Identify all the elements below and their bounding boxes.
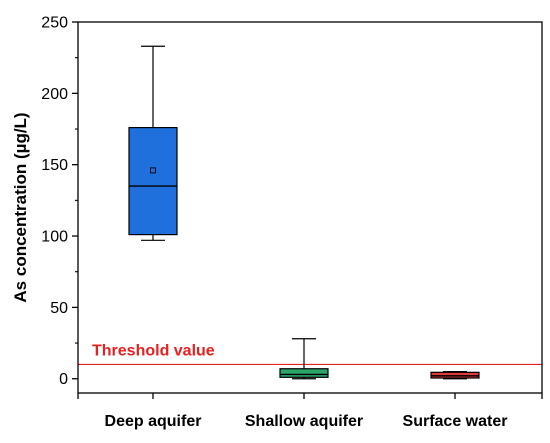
reference-layer: Threshold value bbox=[78, 342, 542, 366]
mean-marker bbox=[150, 167, 156, 174]
boxes-layer bbox=[128, 45, 480, 380]
plot-frame bbox=[77, 21, 543, 394]
threshold-label: Threshold value bbox=[92, 342, 215, 359]
y-tick-label: 200 bbox=[41, 86, 68, 103]
y-tick-label: 50 bbox=[50, 300, 68, 317]
y-tick-label: 150 bbox=[41, 157, 68, 174]
x-tick-label: Shallow aquifer bbox=[245, 413, 363, 430]
x-tick-label: Deep aquifer bbox=[105, 413, 202, 430]
box bbox=[279, 368, 329, 378]
y-tick-label: 250 bbox=[41, 15, 68, 32]
y-tick-label: 0 bbox=[59, 371, 68, 388]
y-tick-label: 100 bbox=[41, 229, 68, 246]
y-axis-title: As concentration (µg/L) bbox=[11, 112, 30, 302]
box bbox=[128, 126, 178, 236]
x-tick-label: Surface water bbox=[403, 413, 508, 430]
y-axis: 0 50 100 150 200 250 bbox=[41, 15, 78, 388]
box bbox=[430, 371, 480, 379]
x-axis: Deep aquifer Shallow aquifer Surface water bbox=[77, 393, 543, 430]
box-group bbox=[279, 338, 329, 380]
box-group bbox=[128, 45, 178, 241]
box-group bbox=[430, 370, 480, 380]
